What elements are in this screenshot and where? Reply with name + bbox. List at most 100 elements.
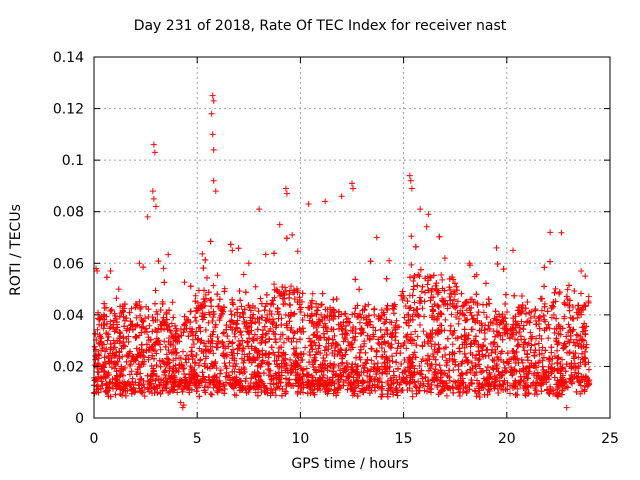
data-point <box>233 392 240 399</box>
data-point <box>269 297 276 304</box>
data-point <box>437 374 444 381</box>
data-point <box>464 357 471 364</box>
data-point <box>368 345 375 352</box>
data-point <box>535 315 542 322</box>
data-point <box>348 379 355 386</box>
data-point <box>412 328 419 335</box>
data-point <box>252 283 259 290</box>
data-point <box>332 387 339 394</box>
data-point <box>417 266 424 273</box>
data-point <box>508 331 515 338</box>
data-point <box>303 383 310 390</box>
data-point <box>216 317 223 324</box>
data-point <box>462 299 469 306</box>
data-point <box>309 377 316 384</box>
data-point <box>449 300 456 307</box>
data-point <box>207 339 214 346</box>
data-point <box>221 385 228 392</box>
data-point <box>335 376 342 383</box>
data-point <box>360 314 367 321</box>
data-point <box>568 371 575 378</box>
data-point <box>241 351 248 358</box>
data-point <box>132 334 139 341</box>
data-point <box>577 379 584 386</box>
data-point <box>512 377 519 384</box>
data-point <box>119 379 126 386</box>
data-point <box>215 303 222 310</box>
data-point <box>360 343 367 350</box>
data-point <box>535 320 542 327</box>
data-point <box>431 346 438 353</box>
data-point <box>428 386 435 393</box>
data-point <box>407 304 414 311</box>
data-point <box>518 318 525 325</box>
data-point <box>384 393 391 400</box>
data-point <box>116 353 123 360</box>
data-point <box>175 382 182 389</box>
data-point <box>335 342 342 349</box>
data-point <box>325 346 332 353</box>
data-point <box>339 331 346 338</box>
data-point <box>287 367 294 374</box>
data-point <box>536 314 543 321</box>
data-point <box>170 381 177 388</box>
data-point <box>418 288 425 295</box>
data-point <box>183 359 190 366</box>
data-point <box>236 369 243 376</box>
data-point <box>293 338 300 345</box>
data-point <box>100 321 107 328</box>
data-point <box>415 387 422 394</box>
data-point <box>432 341 439 348</box>
data-point <box>137 352 144 359</box>
data-point <box>103 330 110 337</box>
data-point <box>554 389 561 396</box>
data-point <box>433 376 440 383</box>
data-point <box>506 382 513 389</box>
data-point <box>315 385 322 392</box>
data-point <box>255 373 262 380</box>
data-point <box>461 344 468 351</box>
data-point <box>239 309 246 316</box>
data-point <box>187 283 194 290</box>
data-point <box>112 352 119 359</box>
data-point <box>447 286 454 293</box>
data-point <box>414 306 421 313</box>
data-point <box>111 310 118 317</box>
data-point <box>541 264 548 271</box>
data-point <box>258 378 265 385</box>
data-point <box>151 347 158 354</box>
data-point <box>350 387 357 394</box>
data-point <box>430 294 437 301</box>
data-point <box>442 297 449 304</box>
data-point <box>258 361 265 368</box>
data-point <box>229 339 236 346</box>
data-point <box>573 388 580 395</box>
data-point <box>309 297 316 304</box>
data-point <box>146 388 153 395</box>
data-point <box>393 350 400 357</box>
data-point <box>378 345 385 352</box>
data-point <box>390 368 397 375</box>
data-point <box>124 353 131 360</box>
data-point <box>514 355 521 362</box>
data-point <box>253 380 260 387</box>
data-point <box>154 311 161 318</box>
data-point <box>204 383 211 390</box>
data-point <box>280 301 287 308</box>
data-point <box>307 313 314 320</box>
data-point <box>504 308 511 315</box>
data-point <box>180 348 187 355</box>
data-point <box>541 327 548 334</box>
data-point <box>352 333 359 340</box>
data-point <box>250 337 257 344</box>
data-point <box>424 287 431 294</box>
data-point <box>165 356 172 363</box>
data-point <box>179 388 186 395</box>
data-point <box>161 338 168 345</box>
data-point <box>356 319 363 326</box>
data-point <box>261 388 268 395</box>
data-point <box>555 355 562 362</box>
data-point <box>366 384 373 391</box>
data-point <box>555 339 562 346</box>
data-point <box>151 384 158 391</box>
